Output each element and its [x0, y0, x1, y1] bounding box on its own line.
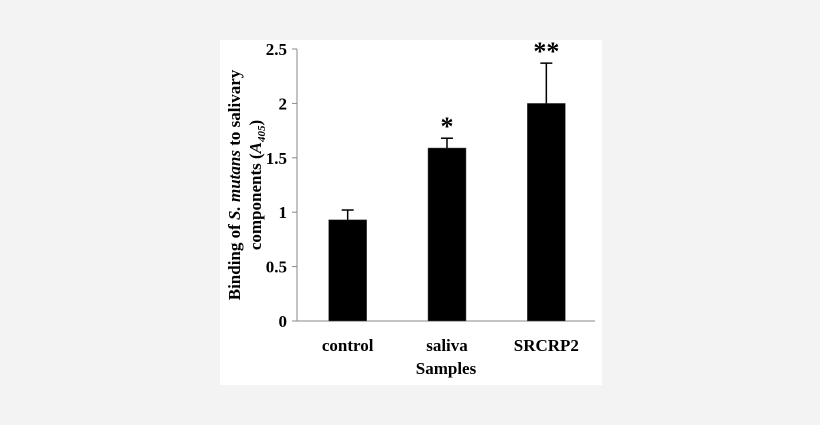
significance-marker: **: [533, 37, 559, 66]
x-tick-label: control: [322, 336, 374, 355]
x-tick-label: saliva: [426, 336, 468, 355]
y-tick-label: 0: [279, 312, 288, 331]
y-tick-label: 1.5: [266, 149, 287, 168]
significance-marker: *: [441, 112, 454, 141]
y-tick-label: 1: [279, 203, 288, 222]
bar-SRCRP2: [527, 103, 566, 322]
svg-text:components (A405): components (A405): [246, 120, 268, 250]
x-axis-label: Samples: [416, 359, 477, 378]
y-tick-label: 0.5: [266, 258, 287, 277]
y-tick-label: 2: [279, 94, 288, 113]
y-tick-label: 2.5: [266, 40, 287, 59]
y-axis-label: Binding of S. mutans to salivary compone…: [225, 69, 268, 300]
bar-saliva: [427, 147, 467, 322]
x-tick-label: SRCRP2: [514, 336, 579, 355]
bar-control: [328, 219, 367, 322]
svg-text:Binding of S. mutans to saliva: Binding of S. mutans to salivary: [225, 69, 244, 300]
